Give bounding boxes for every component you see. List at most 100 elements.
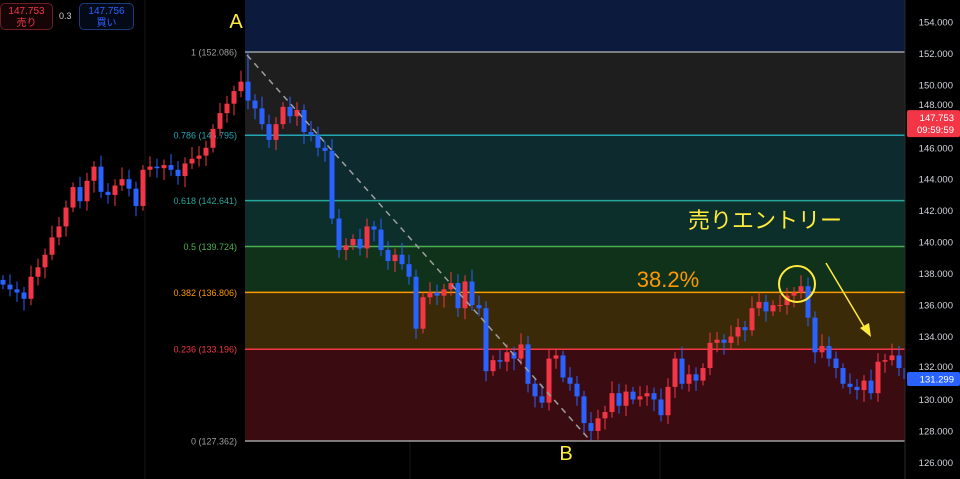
candle-body <box>35 267 41 277</box>
candle-body <box>812 317 818 353</box>
candle-body <box>742 327 748 331</box>
candle-body <box>133 188 139 206</box>
candle-body <box>49 237 55 255</box>
candle-body <box>476 305 482 309</box>
candle-body <box>413 276 419 329</box>
buy-price: 147.756 <box>88 6 125 17</box>
candle-body <box>672 358 678 387</box>
candle-body <box>602 412 608 419</box>
fib-zone-above <box>245 0 905 52</box>
y-tick-label: 136.000 <box>919 301 953 312</box>
y-tick-label: 130.000 <box>919 395 953 406</box>
candle-body <box>112 185 118 195</box>
y-tick-label: 144.000 <box>919 175 953 186</box>
candle-body <box>238 81 244 92</box>
candle-body <box>805 286 811 318</box>
candle-body <box>98 166 104 192</box>
last-price-tag <box>907 372 960 387</box>
candle-body <box>882 360 888 362</box>
candle-body <box>770 305 776 312</box>
candle-body <box>616 393 622 406</box>
candle-body <box>469 281 475 306</box>
candle-body <box>861 380 867 391</box>
candle-body <box>21 292 27 299</box>
candle-body <box>490 360 496 372</box>
candle-body <box>455 283 461 309</box>
fib-label: 1 (152.086) <box>191 48 237 58</box>
candle-body <box>826 345 832 359</box>
candle-body <box>791 292 797 296</box>
candle-body <box>252 100 258 109</box>
candle-body <box>798 286 804 293</box>
candle-body <box>196 155 202 159</box>
candle-body <box>343 245 349 251</box>
candle-body <box>847 383 853 387</box>
y-tick-label: 126.000 <box>919 458 953 469</box>
candle-body <box>371 226 377 230</box>
candle-body <box>154 166 160 169</box>
candle-body <box>273 124 279 140</box>
down-arrow-head <box>860 323 871 337</box>
candle-body <box>301 109 307 133</box>
y-tick-label: 148.000 <box>919 100 953 111</box>
y-tick-label: 128.000 <box>919 426 953 437</box>
down-arrow <box>825 262 867 331</box>
candle-body <box>539 396 545 403</box>
candle-body <box>427 292 433 298</box>
y-tick-label: 152.000 <box>919 49 953 60</box>
candle-body <box>497 360 503 362</box>
candle-body <box>588 423 594 431</box>
candle-body <box>504 352 510 362</box>
candle-body <box>168 165 174 170</box>
candle-body <box>245 81 251 101</box>
candle-body <box>147 166 153 170</box>
candle-body <box>182 163 188 177</box>
fib-zone <box>245 52 905 136</box>
candle-body <box>784 295 790 306</box>
candle-body <box>392 254 398 262</box>
fib-zone <box>245 135 905 201</box>
candle-body <box>126 179 132 189</box>
candle-body <box>518 344 524 359</box>
sell-price: 147.753 <box>8 6 45 17</box>
candle-body <box>350 239 356 246</box>
y-tick-label: 138.000 <box>919 269 953 280</box>
candle-body <box>609 393 615 413</box>
candle-body <box>560 355 566 378</box>
y-tick-label: 142.000 <box>919 206 953 217</box>
candle-body <box>833 358 839 369</box>
candle-body <box>308 132 314 136</box>
candle-body <box>28 276 34 299</box>
y-tick-label: 132.000 <box>919 362 953 373</box>
current-price-value: 147.753 <box>920 113 954 124</box>
candle-body <box>553 355 559 359</box>
fib-label: 0.618 (142.641) <box>173 196 237 206</box>
fib-label: 0.236 (133.196) <box>173 345 237 355</box>
fib-trend-line <box>246 54 589 439</box>
candle-body <box>525 344 531 384</box>
candle-body <box>175 169 181 177</box>
candle-body <box>637 396 643 400</box>
candle-body <box>756 301 762 309</box>
candle-body <box>735 327 741 337</box>
buy-button[interactable]: 147.756 買い <box>79 3 134 30</box>
candle-body <box>651 393 657 400</box>
candle-body <box>896 355 902 369</box>
last-price-value: 131.299 <box>920 375 954 386</box>
candle-body <box>329 150 335 219</box>
candle-body <box>434 292 440 296</box>
entry-circle <box>778 265 816 303</box>
candle-body <box>623 391 629 406</box>
fib-label: 0 (127.362) <box>191 436 237 446</box>
candle-body <box>665 386 671 416</box>
candle-body <box>399 254 405 265</box>
fib-label: 0.786 (146.795) <box>173 131 237 141</box>
candle-body <box>441 289 447 296</box>
candle-body <box>700 368 706 381</box>
sell-button[interactable]: 147.753 売り <box>0 3 53 30</box>
candle-body <box>763 301 769 312</box>
candle-body <box>189 158 195 164</box>
spread-value: 0.3 <box>59 11 72 21</box>
